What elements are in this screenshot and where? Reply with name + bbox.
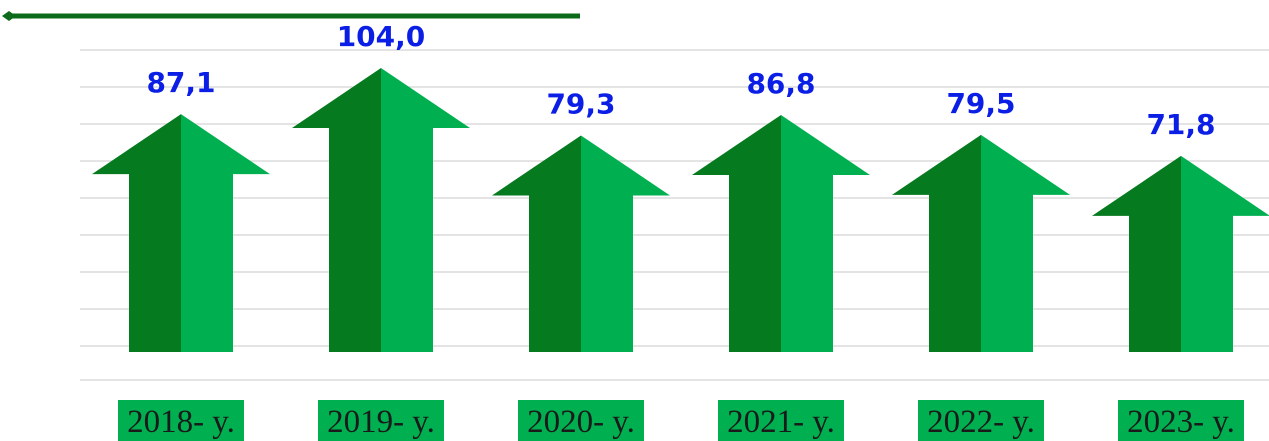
x-tick-label: 2023- y. xyxy=(1127,404,1235,440)
arrow-right-half xyxy=(981,134,1070,352)
arrow xyxy=(92,114,270,353)
arrow-right-half xyxy=(781,114,870,352)
x-tick-label: 2021- y. xyxy=(727,404,835,440)
arrow-left-half xyxy=(492,135,581,352)
value-label: 79,5 xyxy=(946,87,1015,120)
category-box xyxy=(118,400,244,441)
category-box xyxy=(518,400,644,441)
category-box xyxy=(1118,400,1244,441)
x-tick-label: 2020- y. xyxy=(527,404,635,440)
arrow-left-half xyxy=(892,134,981,352)
arrow xyxy=(1092,155,1269,352)
value-label: 71,8 xyxy=(1146,108,1215,141)
x-tick-label: 2019- y. xyxy=(327,404,435,440)
arrow-left-half xyxy=(692,114,781,352)
arrow-left-half xyxy=(292,68,381,352)
arrow-right-half xyxy=(581,135,670,352)
arrow-right-half xyxy=(1181,155,1269,352)
category-box xyxy=(318,400,444,441)
value-label: 79,3 xyxy=(546,87,615,120)
x-tick-label: 2018- y. xyxy=(127,404,235,440)
arrow-right-half xyxy=(381,68,470,352)
arrow xyxy=(892,134,1070,352)
grid xyxy=(80,49,1269,381)
value-label: 86,8 xyxy=(746,67,815,100)
arrow-right-half xyxy=(181,114,270,353)
header-decoration xyxy=(2,11,580,21)
arrows: 87,1 2018- y. 104,0 2019- y. 79,3 2020- y. 86,… xyxy=(92,20,1269,441)
category-box xyxy=(718,400,844,441)
arrow xyxy=(492,135,670,352)
header-diamond xyxy=(2,11,16,21)
value-label: 87,1 xyxy=(146,66,215,99)
arrow-left-half xyxy=(1092,155,1181,352)
arrow xyxy=(692,114,870,352)
value-label: 104,0 xyxy=(337,20,426,53)
category-box xyxy=(918,400,1044,441)
arrow-left-half xyxy=(92,114,181,353)
x-tick-label: 2022- y. xyxy=(927,404,1035,440)
arrow xyxy=(292,68,470,352)
